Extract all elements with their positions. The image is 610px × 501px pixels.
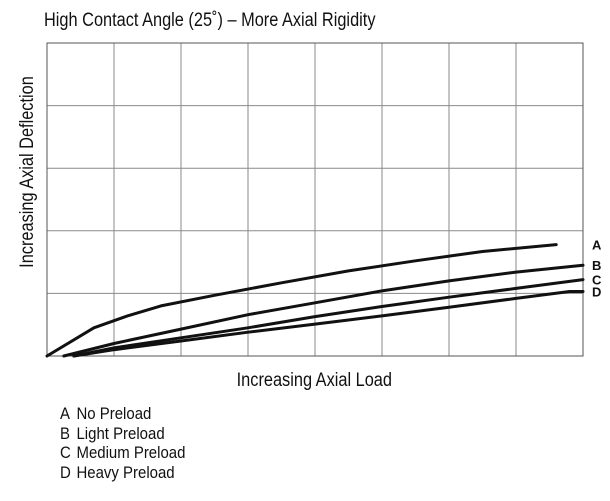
y-axis-label: Increasing Axial Deflection	[17, 76, 39, 268]
legend-item: D Heavy Preload	[60, 463, 185, 483]
legend-item: B Light Preload	[60, 424, 185, 444]
legend-label: Heavy Preload	[76, 463, 174, 482]
legend-key: D	[60, 463, 72, 483]
legend-item: C Medium Preload	[60, 443, 185, 463]
legend-label: Light Preload	[76, 424, 164, 443]
legend-key: B	[60, 424, 72, 444]
legend-item: A No Preload	[60, 404, 185, 424]
series-end-label-d: D	[592, 285, 601, 300]
legend: A No Preload B Light Preload C Medium Pr…	[60, 404, 203, 482]
series-end-label-a: A	[592, 238, 602, 253]
legend-label: No Preload	[76, 404, 151, 423]
x-axis-label: Increasing Axial Load	[236, 370, 391, 392]
grid	[47, 43, 583, 356]
series-line-a	[47, 245, 556, 356]
legend-key: A	[60, 404, 72, 424]
legend-label: Medium Preload	[76, 443, 185, 462]
series-end-label-b: B	[592, 258, 601, 273]
legend-key: C	[60, 443, 72, 463]
